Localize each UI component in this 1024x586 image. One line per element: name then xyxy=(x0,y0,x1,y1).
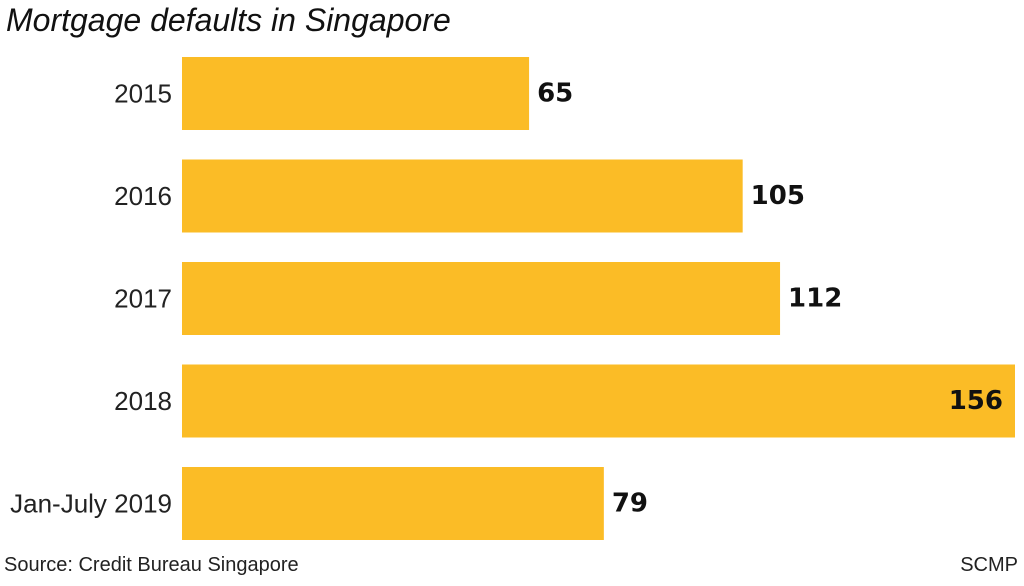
value-label: 156 xyxy=(949,386,1003,416)
value-label: 105 xyxy=(751,181,805,211)
category-label: Jan-July 2019 xyxy=(10,489,172,519)
bar-4 xyxy=(182,467,604,540)
category-label: 2018 xyxy=(114,386,172,416)
value-label: 112 xyxy=(788,284,842,314)
category-label: 2015 xyxy=(114,79,172,109)
category-label: 2016 xyxy=(114,181,172,211)
credit-label: SCMP xyxy=(960,554,1018,576)
value-label: 65 xyxy=(537,79,573,109)
chart-title: Mortgage defaults in Singapore xyxy=(6,2,451,38)
bar-0 xyxy=(182,57,530,130)
source-note: Source: Credit Bureau Singapore xyxy=(4,554,299,576)
bar-1 xyxy=(182,159,743,233)
bar-2 xyxy=(182,262,781,335)
value-label: 79 xyxy=(612,489,648,519)
bar-3 xyxy=(182,364,1015,438)
category-label: 2017 xyxy=(114,284,172,314)
